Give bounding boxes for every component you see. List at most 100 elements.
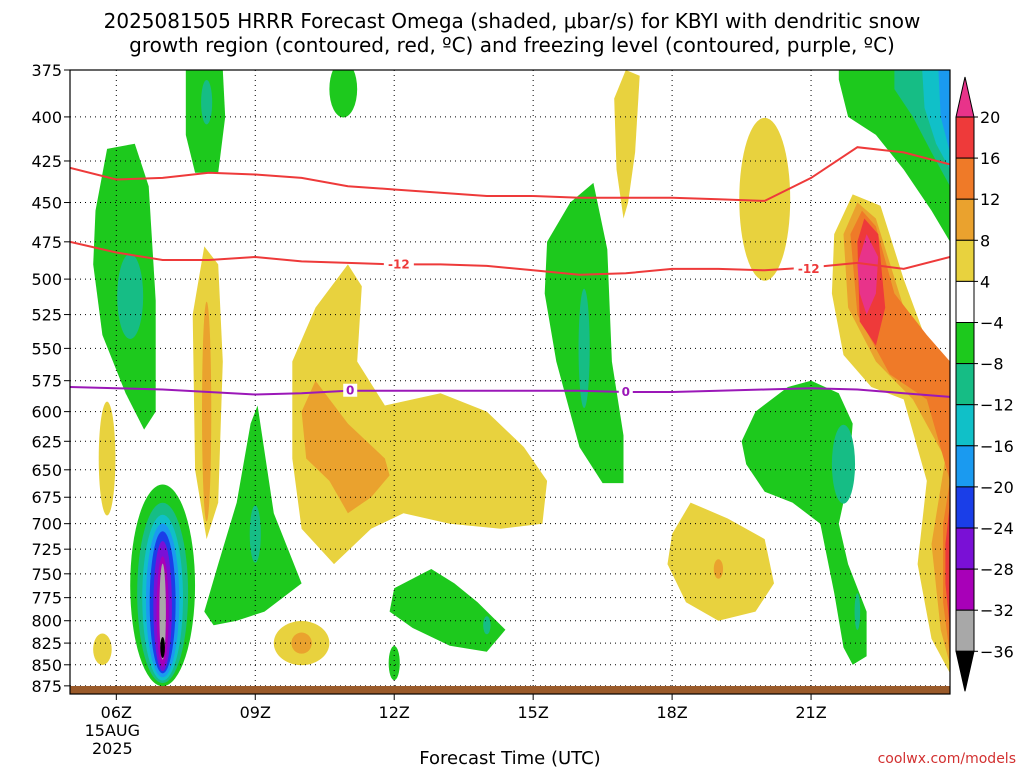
colorbar-label: −24	[980, 519, 1014, 538]
colorbar-bottom-arrow	[955, 650, 975, 692]
colorbar-label: −16	[980, 437, 1014, 456]
isotherm-2	[70, 386, 950, 398]
y-tick-label: 850	[31, 656, 62, 675]
y-tick-label: 600	[31, 403, 62, 422]
contour-label: -12	[388, 257, 410, 271]
x-tick-date: 15AUG	[85, 721, 140, 740]
omega-region-g-11z-top	[329, 70, 358, 118]
colorbar-top-arrow	[955, 76, 975, 118]
omega-region-r2-23z-low	[945, 502, 950, 630]
y-tick-label: 700	[31, 515, 62, 534]
y-tick-label: 725	[31, 540, 62, 559]
colorbar-label: −12	[980, 396, 1014, 415]
colorbar-label: 12	[980, 190, 1000, 209]
y-tick-label: 675	[31, 488, 62, 507]
colorbar-swatch	[955, 322, 975, 365]
x-tick-label: 09Z	[240, 703, 271, 722]
colorbar-label: 16	[980, 149, 1000, 168]
contour-label-bg	[618, 384, 633, 398]
x-tick-label: 12Z	[379, 703, 410, 722]
y-tick-label: 825	[31, 634, 62, 653]
isotherm-0	[70, 146, 950, 202]
omega-region-y-06z-side	[98, 401, 116, 516]
y-tick-label: 475	[31, 233, 62, 252]
omega-region-t-16z-col	[578, 288, 590, 408]
omega-region-t-06z-upper	[117, 253, 144, 339]
contour-label: 0	[622, 385, 630, 399]
colorbar-label: 20	[980, 108, 1000, 127]
omega-region-y-20z-up	[739, 117, 791, 281]
colorbar-label: 4	[980, 272, 990, 291]
x-tick-label: 15Z	[517, 703, 548, 722]
y-axis: 375 400 425 450 475 500 525 550 575 600 625 650 675 7…	[31, 61, 70, 696]
colorbar-swatch	[955, 239, 975, 282]
y-tick-label: 525	[31, 306, 62, 325]
colorbar-label: 8	[980, 231, 990, 250]
colorbar-swatch	[955, 609, 975, 652]
y-tick-label: 875	[31, 677, 62, 696]
colorbar-swatch	[955, 568, 975, 611]
chart-title-line1: 2025081505 HRRR Forecast Omega (shaded, …	[104, 9, 921, 33]
colorbar-label: −36	[980, 642, 1014, 661]
ground-bar	[70, 686, 950, 694]
x-tick-label: 18Z	[656, 703, 687, 722]
omega-region-m-22z-right	[857, 234, 879, 315]
omega-region-t-09z-low	[249, 505, 261, 563]
y-tick-label: 775	[31, 589, 62, 608]
y-tick-label: 425	[31, 152, 62, 171]
omega-region-o-11z-mid	[301, 380, 390, 514]
colorbar-label: −32	[980, 601, 1014, 620]
omega-region-t-07z-top	[201, 79, 213, 125]
temperature-contours: -12 -12 0 0	[70, 146, 950, 399]
y-tick-label: 450	[31, 194, 62, 213]
credit-text: coolwx.com/models	[878, 751, 1016, 767]
grid-lines	[70, 70, 950, 690]
y-tick-label: 500	[31, 270, 62, 289]
contour-label: 0	[346, 384, 354, 398]
colorbar-swatch	[955, 198, 975, 241]
omega-region-k-06z-low	[160, 636, 165, 658]
omega-region-o-19z-low	[713, 559, 724, 579]
colorbar-swatch	[955, 404, 975, 447]
colorbar-swatch	[955, 157, 975, 200]
omega-shading	[93, 70, 950, 687]
plot-frame	[69, 69, 951, 695]
y-tick-label: 800	[31, 612, 62, 631]
x-tick-year: 2025	[92, 739, 133, 758]
color-legend: 20 16 12 8 4 −4 −8 −12 −16 −20 −24 −28 −32 −36	[955, 76, 1014, 692]
colorbar-swatch	[955, 486, 975, 529]
y-tick-label: 375	[31, 61, 62, 80]
y-tick-label: 400	[31, 108, 62, 127]
colorbar-swatch	[955, 280, 975, 323]
x-tick-label: 21Z	[795, 703, 826, 722]
y-tick-label: 550	[31, 339, 62, 358]
contour-label-bg	[793, 261, 824, 275]
omega-region-t-21z-low	[854, 593, 861, 630]
contour-label: -12	[798, 262, 820, 276]
colorbar-swatch	[955, 527, 975, 570]
colorbar-label: −28	[980, 560, 1014, 579]
colorbar-swatch	[955, 116, 975, 159]
y-tick-label: 625	[31, 432, 62, 451]
omega-region-g-13z-low	[389, 569, 506, 652]
omega-region-lb-22z-top	[938, 70, 950, 153]
colorbar-label: −8	[980, 355, 1004, 374]
omega-region-t-21z-mid	[831, 424, 856, 504]
omega-region-y-06z-low	[93, 633, 112, 665]
x-axis-title: Forecast Time (UTC)	[419, 748, 600, 768]
omega-region-t-13z-low	[483, 616, 491, 635]
omega-region-gr-06z-low	[159, 563, 166, 660]
colorbar-swatch	[955, 363, 975, 406]
y-tick-label: 650	[31, 461, 62, 480]
x-tick-label: 06Z	[101, 703, 132, 722]
contour-label-bg	[343, 383, 358, 397]
omega-region-g-12z-low	[388, 645, 400, 681]
omega-region-y-17z-top	[614, 70, 640, 219]
chart-title-line2: growth region (contoured, red, ºC) and f…	[129, 33, 895, 57]
contour-label-bg	[383, 257, 414, 271]
y-tick-label: 575	[31, 372, 62, 391]
colorbar-label: −4	[980, 314, 1004, 333]
colorbar-label: −20	[980, 478, 1014, 497]
